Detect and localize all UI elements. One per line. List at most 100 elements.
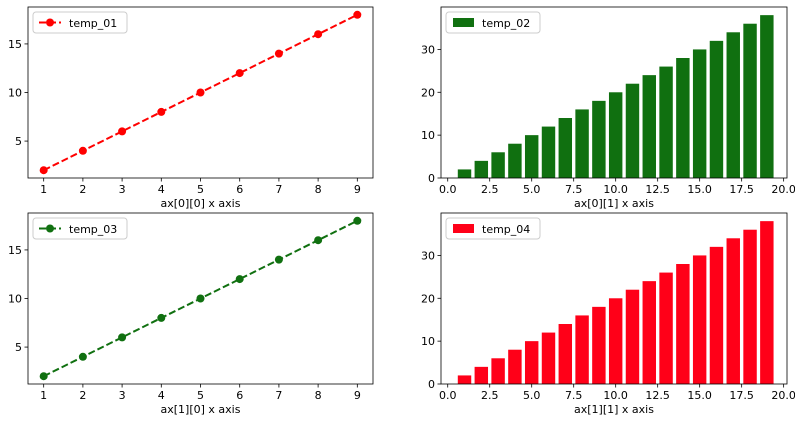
point-temp_03-2 <box>78 352 87 361</box>
y-tick-label: 5 <box>15 341 22 354</box>
bar-temp_04-17 <box>726 238 740 384</box>
legend-box <box>32 217 128 240</box>
bar-temp_02-13 <box>659 66 673 178</box>
bar-temp_04-5 <box>524 341 539 384</box>
bar-temp_02-3 <box>491 152 505 178</box>
y-tick-label: 10 <box>421 129 435 142</box>
bar-temp_04-10 <box>608 298 623 384</box>
y-tick-label: 15 <box>8 244 22 257</box>
x-tick-label: 7.5 <box>565 183 583 196</box>
bar-temp_04-16 <box>709 246 724 384</box>
x-tick-label: 5 <box>197 183 204 196</box>
bar-temp_02-4 <box>508 143 522 178</box>
bar-temp_02-15 <box>692 49 707 178</box>
point-temp_03-4 <box>157 313 166 322</box>
x-tick-label: 10.0 <box>603 183 628 196</box>
bar-temp_02-5 <box>524 135 539 178</box>
y-tick-label: 20 <box>421 292 435 305</box>
bar-temp_04-15 <box>692 255 707 384</box>
x-tick-label: 2.5 <box>481 183 499 196</box>
x-tick-label: 17.5 <box>729 389 754 402</box>
x-tick-label: 20.0 <box>771 389 795 402</box>
bar-temp_04-14 <box>676 264 690 384</box>
legend-label: temp_03 <box>69 223 117 236</box>
bar-temp_02-10 <box>608 92 623 178</box>
x-tick-label: 15.0 <box>687 389 712 402</box>
legend-box <box>32 11 128 34</box>
legend: temp_01 <box>32 11 128 34</box>
point-temp_03-7 <box>274 255 283 264</box>
legend: temp_04 <box>445 217 541 240</box>
legend-marker <box>46 18 54 27</box>
x-tick-label: 2 <box>79 183 86 196</box>
point-temp_01-3 <box>118 127 127 136</box>
point-temp_01-4 <box>157 107 166 116</box>
bar-temp_04-6 <box>541 332 556 384</box>
y-tick-label: 5 <box>15 135 22 148</box>
legend-swatch <box>453 18 474 27</box>
y-tick-label: 10 <box>8 293 22 306</box>
point-temp_03-8 <box>314 236 323 245</box>
bar-temp_04-12 <box>642 281 656 384</box>
bar-temp_04-9 <box>592 306 606 384</box>
x-tick-label: 20.0 <box>771 183 795 196</box>
bar-temp_04-2 <box>474 366 489 384</box>
y-tick-label: 10 <box>8 87 22 100</box>
bar-temp_02-11 <box>625 83 640 178</box>
bar-temp_02-12 <box>642 75 656 178</box>
x-tick-label: 2 <box>79 389 86 402</box>
x-tick-label: 8 <box>315 389 322 402</box>
y-tick-label: 0 <box>428 172 435 185</box>
point-temp_03-9 <box>353 216 362 225</box>
x-tick-label: 2.5 <box>481 389 499 402</box>
y-tick-label: 20 <box>421 86 435 99</box>
x-tick-label: 9 <box>354 389 361 402</box>
subplot-bottom-right: 0.0 2.5 5.0 7.5 10.0 12.5 15.0 17.5 20.0 0 10 20 30 a… <box>421 212 795 416</box>
y-tick-label: 0 <box>428 378 435 391</box>
x-tick-label: 3 <box>119 183 126 196</box>
bar-temp_02-17 <box>726 32 740 179</box>
point-temp_01-5 <box>196 88 205 97</box>
x-tick-label: 5.0 <box>523 389 541 402</box>
point-temp_01-1 <box>39 166 48 175</box>
point-temp_01-9 <box>353 10 362 19</box>
bar-temp_04-13 <box>659 272 673 384</box>
x-tick-label: 6 <box>236 183 243 196</box>
subplot-bottom-left: 1 2 3 4 5 6 7 8 9 5 10 15 ax[1][0] x axis temp_03 <box>8 212 374 416</box>
bar-temp_02-14 <box>676 58 690 178</box>
legend-box <box>445 217 541 240</box>
point-temp_03-5 <box>196 294 205 303</box>
point-temp_03-6 <box>235 275 244 284</box>
x-axis-title: ax[1][0] x axis <box>161 403 241 416</box>
legend-label: temp_02 <box>482 17 530 30</box>
legend-swatch <box>453 224 474 233</box>
bar-temp_02-6 <box>541 126 556 178</box>
y-tick-label: 15 <box>8 38 22 51</box>
subplot-top-left: 1 2 3 4 5 6 7 8 9 5 10 15 ax[0][0] x axis temp_01 <box>8 6 374 210</box>
bar-temp_02-18 <box>743 23 757 179</box>
bar-temp_04-3 <box>491 358 505 384</box>
x-tick-label: 12.5 <box>645 389 670 402</box>
x-tick-label: 5.0 <box>523 183 541 196</box>
x-tick-label: 17.5 <box>729 183 754 196</box>
legend-label: temp_04 <box>482 223 530 236</box>
x-axis-title: ax[1][1] x axis <box>574 403 654 416</box>
x-tick-label: 12.5 <box>645 183 670 196</box>
y-tick-label: 30 <box>421 249 435 262</box>
x-tick-label: 0.0 <box>439 389 457 402</box>
x-tick-label: 10.0 <box>603 389 628 402</box>
legend: temp_02 <box>445 11 541 34</box>
bar-temp_04-8 <box>575 315 589 384</box>
legend-label: temp_01 <box>69 17 117 30</box>
x-tick-label: 6 <box>236 389 243 402</box>
x-tick-label: 5 <box>197 389 204 402</box>
bar-temp_02-2 <box>474 160 489 178</box>
x-tick-label: 4 <box>158 389 165 402</box>
bar-temp_04-7 <box>558 324 573 384</box>
x-tick-label: 1 <box>40 389 47 402</box>
x-tick-label: 7 <box>275 389 282 402</box>
bar-temp_04-4 <box>508 349 522 384</box>
x-tick-label: 4 <box>158 183 165 196</box>
legend-box <box>445 11 541 34</box>
